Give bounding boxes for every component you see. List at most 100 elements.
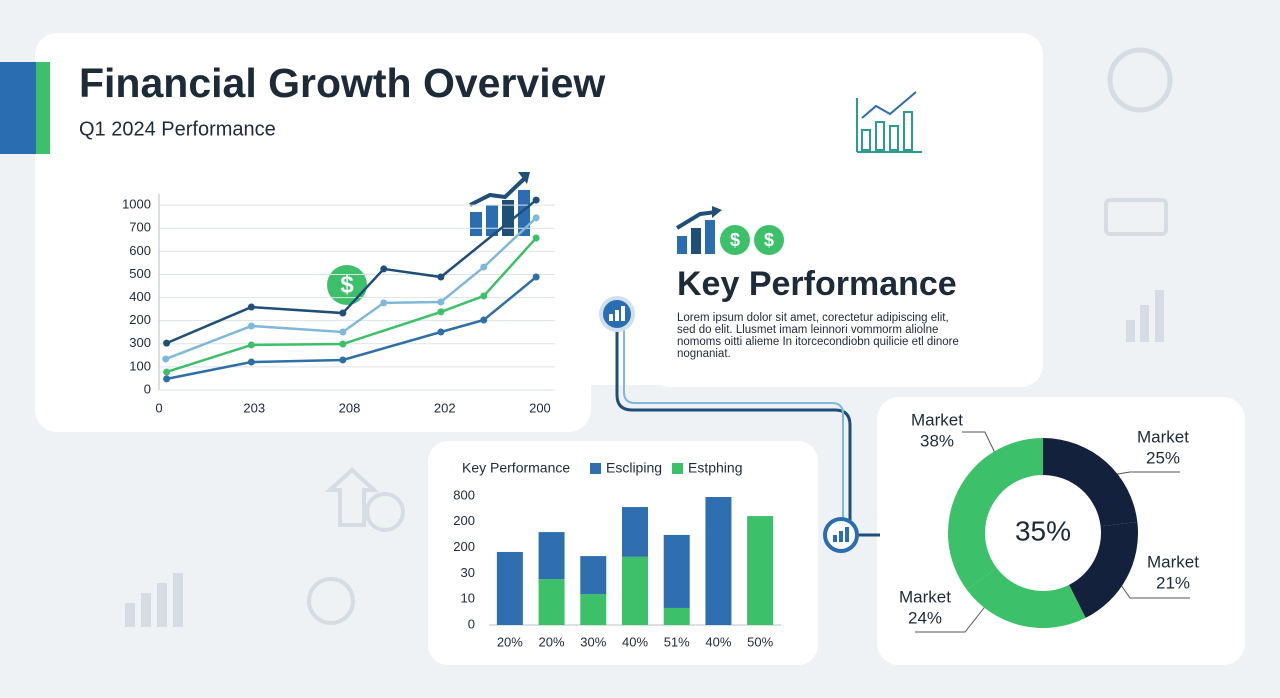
line-chart-icon: $ [327,172,530,305]
y-tick-label: 200 [129,312,151,327]
point [339,309,347,317]
bar [538,579,565,625]
node-glyph [833,527,849,542]
bar [580,594,607,625]
bar [580,556,607,595]
line-series [166,199,537,345]
x-tick-label: 30% [580,634,606,649]
y-tick-label: 300 [129,335,151,350]
bar [663,607,690,625]
legend-swatch [590,463,601,474]
point [247,358,255,366]
point [532,234,540,242]
y-tick-label: 200 [453,513,475,528]
x-tick-label: 20% [497,634,523,649]
bar [747,516,774,625]
point [163,368,171,376]
y-tick-label: 0 [144,381,151,396]
point [162,355,170,363]
page-title: Financial Growth Overview [79,60,605,106]
growth-icon [856,91,922,153]
bar [496,551,523,625]
kpi-text: Lorem ipsum dolor sit amet, corectetur a… [677,312,949,324]
segment-value: 38% [920,431,954,450]
point [163,375,171,383]
donut-segment [1043,438,1138,527]
line-series [166,237,538,374]
y-tick-label: 700 [129,220,151,235]
donut-segment [948,438,1043,590]
x-tick-label: 203 [243,400,265,415]
x-tick-label: 50% [747,634,773,649]
donut-segment [1069,521,1138,618]
legend-label: Escliping [606,460,662,476]
bar [538,532,565,580]
y-tick-label: 800 [453,487,475,502]
x-tick-label: 208 [339,400,361,415]
point [532,273,540,281]
point [437,273,445,281]
point [437,308,445,316]
x-tick-label: 20% [539,634,565,649]
bar [705,496,732,625]
bar [622,556,648,625]
node-glyph [609,306,625,321]
segment-value: 24% [908,608,942,627]
donut-segment [966,567,1086,628]
point [532,214,540,222]
svg-text:$: $ [340,271,354,298]
connector [623,314,844,535]
segment-name: Market [911,410,963,429]
y-tick-label: 30 [461,565,475,580]
point [437,298,445,306]
point [339,340,347,348]
bar [622,507,648,557]
bar [663,534,690,608]
y-tick-label: 500 [129,266,151,281]
point [339,356,347,364]
segment-name: Market [1137,427,1189,446]
y-tick-label: 100 [129,358,151,373]
point [480,292,488,300]
kpi-icon: $ $ [675,206,784,255]
x-tick-label: 51% [664,634,690,649]
point [247,341,255,349]
svg-text:$: $ [764,230,774,250]
segment-name: Market [899,587,951,606]
y-tick-label: 200 [453,539,475,554]
kpi-text: nognaniat. [677,348,731,360]
point [163,339,171,347]
line-series [166,276,537,381]
y-tick-label: 400 [129,289,151,304]
y-tick-label: 10 [461,591,475,606]
point [247,322,255,330]
kpi-title: Key Performance [677,265,957,303]
page-subtitle: Q1 2024 Performance [79,118,276,140]
kpi-text: sed do elit. Llusmet imam leinnori vommo… [677,324,938,336]
point [437,328,445,336]
point [480,316,488,324]
legend-swatch [672,463,683,474]
y-tick-label: 600 [129,243,151,258]
x-tick-label: 40% [705,634,731,649]
y-tick-label: 0 [468,616,475,631]
line-card [35,300,591,432]
bg-icons [125,47,1173,627]
point [247,303,255,311]
segment-name: Market [1147,552,1199,571]
svg-text:$: $ [730,230,740,250]
point [339,328,347,336]
connector [615,314,880,537]
legend-label: Estphing [688,460,742,476]
accent-blue [0,62,36,154]
chart-title: Key Performance [462,460,570,476]
center-label: 35% [1015,515,1071,546]
point [380,265,388,273]
kpi-text: nomoms oitti alieme In itorcecondiobn qu… [677,336,959,348]
point [380,299,388,307]
segment-value: 25% [1146,448,1180,467]
y-tick-label: 1000 [122,197,151,212]
point [532,196,540,204]
